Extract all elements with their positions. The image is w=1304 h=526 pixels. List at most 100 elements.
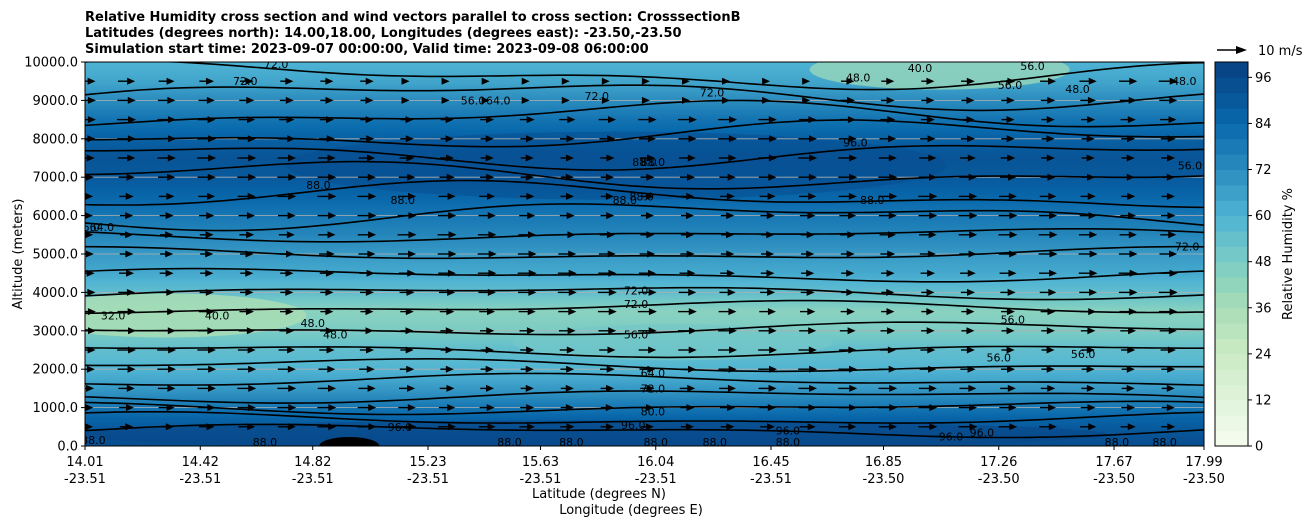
wind-vector-head	[722, 77, 731, 85]
wind-vector-head	[607, 135, 616, 143]
wind-vector-head	[647, 135, 656, 143]
wind-vector-head	[165, 269, 174, 277]
wind-vector-head	[1127, 116, 1136, 124]
wind-vector-head	[605, 192, 614, 200]
contour-label: 88.0	[629, 190, 654, 203]
wind-vector-head	[688, 135, 697, 143]
wind-vector-head	[328, 423, 337, 431]
contour-line	[85, 423, 1204, 439]
wind-vector-head	[168, 346, 177, 354]
wind-vector-head	[286, 250, 295, 258]
dry-region-west	[85, 293, 307, 338]
wind-vector-head	[726, 192, 735, 200]
wind-vector-head	[969, 212, 978, 220]
wind-vector-head	[528, 288, 537, 296]
wind-vector-head	[969, 404, 978, 412]
wind-vector-head	[288, 173, 297, 181]
contour-line	[85, 119, 1204, 148]
wind-vector-head	[1049, 212, 1058, 220]
wind-vector-head	[607, 346, 616, 354]
wind-vector-head	[365, 327, 374, 335]
y-tick-label: 10000.0	[24, 56, 78, 71]
colorbar-tick-label: 36	[1255, 301, 1272, 316]
wind-vector-head	[686, 250, 695, 258]
wind-vector-head	[326, 250, 335, 258]
wind-vector-head	[407, 404, 416, 412]
wind-vector-head	[527, 212, 536, 220]
wind-vector-head	[445, 327, 454, 335]
wind-vector-head	[729, 346, 738, 354]
contour-label: 88.0	[632, 156, 657, 169]
wind-vector-head	[1007, 77, 1016, 85]
wind-vector-head	[406, 154, 415, 162]
wind-vector-head	[1006, 135, 1015, 143]
wind-vector-head	[1006, 327, 1015, 335]
wind-vector-head	[166, 77, 175, 85]
wind-vector-head	[726, 231, 735, 239]
wind-vector-head	[929, 212, 938, 220]
colorbar-band	[1215, 307, 1248, 324]
wind-vector-head	[606, 365, 615, 373]
contour-line	[85, 228, 1204, 243]
wind-vector-head	[607, 250, 616, 258]
wind-vector-head	[647, 269, 656, 277]
wind-vector-head	[646, 404, 655, 412]
wind-vector-head	[206, 423, 215, 431]
wind-vector-head	[528, 231, 537, 239]
wind-vector-head	[368, 231, 377, 239]
wind-vector-head	[966, 308, 975, 316]
wind-vector-head	[248, 154, 257, 162]
wind-vector-head	[1048, 423, 1057, 431]
x-tick-label-lat: 15.23	[409, 455, 446, 470]
wind-vector-head	[606, 212, 615, 220]
wind-vector-head	[248, 365, 257, 373]
wind-vector-head	[1048, 77, 1057, 85]
colorbar-band	[1215, 369, 1248, 386]
wind-vector-head	[446, 308, 455, 316]
colorbar-tick-label: 24	[1255, 347, 1272, 362]
wind-vector-head	[166, 404, 175, 412]
wind-vector-head	[687, 154, 696, 162]
wind-vector-head	[405, 327, 414, 335]
wind-vector-head	[165, 423, 174, 431]
x-tick-label-lon: -23.51	[750, 472, 792, 487]
wind-vector-head	[1046, 346, 1055, 354]
contour-label: 88.0	[559, 436, 584, 449]
wind-vector-head	[127, 96, 136, 104]
contour-label: 56.0	[1071, 348, 1096, 361]
wind-vector-head	[86, 384, 95, 392]
wind-vector-head	[1007, 384, 1016, 392]
wind-vector-head	[806, 231, 815, 239]
wind-vector-head	[605, 173, 614, 181]
wind-vector-head	[86, 365, 95, 373]
wind-vector-head	[486, 384, 495, 392]
colorbar-tick-label: 0	[1255, 440, 1263, 455]
colorbar-band	[1215, 108, 1248, 124]
wind-vector-head	[481, 77, 490, 85]
wind-vector-head	[1128, 231, 1137, 239]
contour-line	[85, 179, 1204, 209]
y-tick-label: 1000.0	[33, 401, 79, 416]
wind-vector-head	[1046, 365, 1055, 373]
wind-vector-head	[1087, 192, 1096, 200]
contour-line	[85, 160, 1204, 190]
contour-label: 48.0	[1065, 83, 1090, 96]
y-axis-label: Altitude (meters)	[11, 199, 26, 310]
contour-label: 88.0	[643, 436, 668, 449]
contour-line	[85, 203, 1204, 232]
wind-vector-head	[446, 384, 455, 392]
wind-vector-head	[245, 250, 254, 258]
wind-vector-head	[167, 308, 176, 316]
x-tick-label-lat: 16.85	[865, 455, 902, 470]
wind-vector-head	[807, 423, 816, 431]
x-tick-label-lat: 16.45	[752, 455, 789, 470]
contour-label: 88.0	[253, 436, 278, 449]
wind-vector-head	[688, 288, 697, 296]
wind-vector-head	[1169, 77, 1178, 85]
colorbar-band	[1215, 154, 1248, 171]
colorbar-band	[1215, 246, 1248, 263]
contour-label: 56.0	[1001, 313, 1026, 326]
wind-vector-head	[1086, 346, 1095, 354]
wind-vector-head	[127, 346, 136, 354]
wind-vector-head	[1008, 269, 1017, 277]
